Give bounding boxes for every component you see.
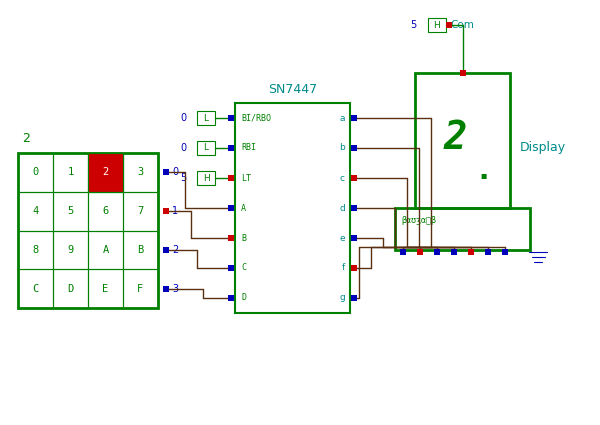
Text: 5: 5 xyxy=(180,173,186,183)
Text: LT: LT xyxy=(241,173,251,182)
Bar xyxy=(197,111,215,125)
Text: 2: 2 xyxy=(443,119,467,157)
Text: D: D xyxy=(67,283,74,294)
Bar xyxy=(18,192,53,230)
Text: Com: Com xyxy=(451,20,475,30)
Text: 0: 0 xyxy=(180,113,186,123)
Text: g: g xyxy=(339,294,345,303)
Bar xyxy=(123,192,158,230)
Bar xyxy=(53,192,88,230)
Text: 1: 1 xyxy=(172,206,178,216)
Text: Display: Display xyxy=(520,141,566,154)
Bar xyxy=(88,192,123,230)
Text: c: c xyxy=(340,173,345,182)
Bar xyxy=(53,269,88,308)
Text: 1: 1 xyxy=(67,167,74,177)
Text: F: F xyxy=(137,283,143,294)
Text: D: D xyxy=(241,294,246,303)
Text: B: B xyxy=(241,233,246,243)
Text: 6: 6 xyxy=(103,206,109,216)
Bar xyxy=(88,269,123,308)
Text: 5: 5 xyxy=(410,20,416,30)
Text: 5: 5 xyxy=(67,206,74,216)
Text: A: A xyxy=(241,204,246,212)
Text: 2: 2 xyxy=(22,133,30,145)
Text: RBI: RBI xyxy=(241,144,256,153)
Text: C: C xyxy=(241,264,246,272)
Text: L: L xyxy=(203,144,209,153)
Text: d: d xyxy=(339,204,345,212)
Text: 2: 2 xyxy=(103,167,109,177)
Bar xyxy=(123,230,158,269)
Text: e: e xyxy=(340,233,345,243)
Text: H: H xyxy=(203,173,209,182)
Bar xyxy=(427,18,445,32)
Text: 7: 7 xyxy=(137,206,143,216)
Bar xyxy=(197,171,215,185)
Text: B: B xyxy=(137,245,143,255)
Text: 0: 0 xyxy=(172,167,178,177)
Text: 3: 3 xyxy=(172,283,178,294)
Bar xyxy=(88,230,123,269)
Bar xyxy=(88,153,123,192)
Text: f: f xyxy=(342,264,345,272)
Bar xyxy=(18,269,53,308)
Text: 3: 3 xyxy=(137,167,143,177)
Text: b: b xyxy=(339,144,345,153)
Text: 4: 4 xyxy=(32,206,38,216)
Text: BI/RBO: BI/RBO xyxy=(241,113,271,122)
Text: SN7447: SN7447 xyxy=(268,82,317,96)
Bar xyxy=(53,230,88,269)
Bar xyxy=(53,153,88,192)
Bar xyxy=(18,153,158,308)
Text: .: . xyxy=(474,156,493,185)
Text: E: E xyxy=(103,283,109,294)
Bar xyxy=(415,73,510,208)
Bar xyxy=(88,153,123,192)
Bar xyxy=(235,103,350,313)
Text: 9: 9 xyxy=(67,245,74,255)
Text: H: H xyxy=(433,20,440,29)
Text: 8: 8 xyxy=(32,245,38,255)
Text: C: C xyxy=(32,283,38,294)
Text: A: A xyxy=(103,245,109,255)
Text: 2: 2 xyxy=(172,245,178,255)
Text: a: a xyxy=(340,113,345,122)
Bar xyxy=(123,153,158,192)
Bar xyxy=(395,208,530,250)
Bar xyxy=(18,153,53,192)
Text: L: L xyxy=(203,113,209,122)
Bar xyxy=(18,230,53,269)
Text: 0: 0 xyxy=(32,167,38,177)
Text: βαʊʒαⱱβ: βαʊʒαⱱβ xyxy=(401,215,436,224)
Bar xyxy=(123,269,158,308)
Text: 0: 0 xyxy=(180,143,186,153)
Bar xyxy=(197,141,215,155)
